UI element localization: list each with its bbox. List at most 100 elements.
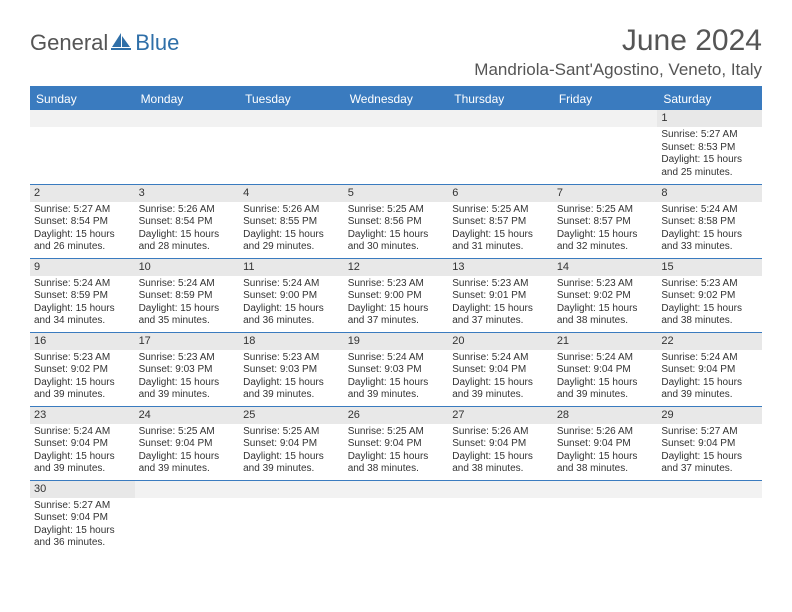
day-number <box>239 481 344 498</box>
day-header: Friday <box>553 87 658 110</box>
daylight-text: Daylight: 15 hours and 39 minutes. <box>452 377 549 402</box>
day-data: Sunrise: 5:26 AMSunset: 8:54 PMDaylight:… <box>135 202 240 258</box>
calendar-row: 9Sunrise: 5:24 AMSunset: 8:59 PMDaylight… <box>30 258 762 332</box>
day-data: Sunrise: 5:25 AMSunset: 9:04 PMDaylight:… <box>239 424 344 480</box>
daylight-text: Daylight: 15 hours and 32 minutes. <box>557 229 654 254</box>
sunset-text: Sunset: 9:04 PM <box>661 438 758 451</box>
day-number: 10 <box>135 259 240 276</box>
day-data: Sunrise: 5:25 AMSunset: 9:04 PMDaylight:… <box>344 424 449 480</box>
day-data: Sunrise: 5:24 AMSunset: 8:59 PMDaylight:… <box>135 276 240 332</box>
day-number: 17 <box>135 333 240 350</box>
day-number <box>239 110 344 127</box>
sunset-text: Sunset: 8:57 PM <box>452 216 549 229</box>
sunrise-text: Sunrise: 5:27 AM <box>34 500 131 513</box>
location: Mandriola-Sant'Agostino, Veneto, Italy <box>474 60 762 80</box>
sunset-text: Sunset: 9:04 PM <box>139 438 236 451</box>
day-number: 2 <box>30 185 135 202</box>
day-header: Sunday <box>30 87 135 110</box>
sunset-text: Sunset: 8:54 PM <box>139 216 236 229</box>
day-number: 26 <box>344 407 449 424</box>
sunrise-text: Sunrise: 5:25 AM <box>348 204 445 217</box>
calendar-cell: 22Sunrise: 5:24 AMSunset: 9:04 PMDayligh… <box>657 332 762 406</box>
day-data: Sunrise: 5:27 AMSunset: 9:04 PMDaylight:… <box>30 498 135 554</box>
day-number: 21 <box>553 333 658 350</box>
calendar-cell: 6Sunrise: 5:25 AMSunset: 8:57 PMDaylight… <box>448 184 553 258</box>
day-number: 30 <box>30 481 135 498</box>
day-data: Sunrise: 5:24 AMSunset: 9:00 PMDaylight:… <box>239 276 344 332</box>
daylight-text: Daylight: 15 hours and 30 minutes. <box>348 229 445 254</box>
calendar-cell: 8Sunrise: 5:24 AMSunset: 8:58 PMDaylight… <box>657 184 762 258</box>
calendar-cell: 2Sunrise: 5:27 AMSunset: 8:54 PMDaylight… <box>30 184 135 258</box>
sunrise-text: Sunrise: 5:23 AM <box>661 278 758 291</box>
sunset-text: Sunset: 9:03 PM <box>348 364 445 377</box>
calendar-cell: 9Sunrise: 5:24 AMSunset: 8:59 PMDaylight… <box>30 258 135 332</box>
day-data: Sunrise: 5:25 AMSunset: 8:57 PMDaylight:… <box>448 202 553 258</box>
calendar-row: 16Sunrise: 5:23 AMSunset: 9:02 PMDayligh… <box>30 332 762 406</box>
calendar-row: 2Sunrise: 5:27 AMSunset: 8:54 PMDaylight… <box>30 184 762 258</box>
daylight-text: Daylight: 15 hours and 37 minutes. <box>348 303 445 328</box>
daylight-text: Daylight: 15 hours and 39 minutes. <box>243 451 340 476</box>
day-header: Saturday <box>657 87 762 110</box>
daylight-text: Daylight: 15 hours and 39 minutes. <box>348 377 445 402</box>
day-number: 3 <box>135 185 240 202</box>
sunset-text: Sunset: 9:04 PM <box>452 438 549 451</box>
day-data: Sunrise: 5:23 AMSunset: 9:02 PMDaylight:… <box>30 350 135 406</box>
daylight-text: Daylight: 15 hours and 39 minutes. <box>557 377 654 402</box>
sunrise-text: Sunrise: 5:23 AM <box>557 278 654 291</box>
day-data: Sunrise: 5:27 AMSunset: 9:04 PMDaylight:… <box>657 424 762 480</box>
sunrise-text: Sunrise: 5:24 AM <box>243 278 340 291</box>
daylight-text: Daylight: 15 hours and 26 minutes. <box>34 229 131 254</box>
calendar-cell: 28Sunrise: 5:26 AMSunset: 9:04 PMDayligh… <box>553 406 658 480</box>
sunset-text: Sunset: 9:04 PM <box>661 364 758 377</box>
sunrise-text: Sunrise: 5:23 AM <box>243 352 340 365</box>
sunrise-text: Sunrise: 5:24 AM <box>557 352 654 365</box>
sunrise-text: Sunrise: 5:24 AM <box>661 352 758 365</box>
day-data: Sunrise: 5:25 AMSunset: 8:56 PMDaylight:… <box>344 202 449 258</box>
calendar-cell <box>553 480 658 554</box>
day-data: Sunrise: 5:27 AMSunset: 8:54 PMDaylight:… <box>30 202 135 258</box>
daylight-text: Daylight: 15 hours and 39 minutes. <box>34 451 131 476</box>
day-number <box>135 110 240 127</box>
sunrise-text: Sunrise: 5:23 AM <box>348 278 445 291</box>
sunrise-text: Sunrise: 5:26 AM <box>557 426 654 439</box>
sunset-text: Sunset: 9:02 PM <box>661 290 758 303</box>
logo: General Blue <box>30 30 179 56</box>
day-data: Sunrise: 5:26 AMSunset: 9:04 PMDaylight:… <box>448 424 553 480</box>
day-header: Tuesday <box>239 87 344 110</box>
day-data: Sunrise: 5:24 AMSunset: 9:04 PMDaylight:… <box>448 350 553 406</box>
day-data: Sunrise: 5:26 AMSunset: 9:04 PMDaylight:… <box>553 424 658 480</box>
sunrise-text: Sunrise: 5:27 AM <box>661 129 758 142</box>
daylight-text: Daylight: 15 hours and 37 minutes. <box>452 303 549 328</box>
sunset-text: Sunset: 9:02 PM <box>557 290 654 303</box>
calendar-cell: 14Sunrise: 5:23 AMSunset: 9:02 PMDayligh… <box>553 258 658 332</box>
day-number: 20 <box>448 333 553 350</box>
sunrise-text: Sunrise: 5:25 AM <box>243 426 340 439</box>
daylight-text: Daylight: 15 hours and 39 minutes. <box>139 377 236 402</box>
sunrise-text: Sunrise: 5:23 AM <box>139 352 236 365</box>
calendar-cell: 12Sunrise: 5:23 AMSunset: 9:00 PMDayligh… <box>344 258 449 332</box>
day-data: Sunrise: 5:24 AMSunset: 9:04 PMDaylight:… <box>553 350 658 406</box>
daylight-text: Daylight: 15 hours and 38 minutes. <box>452 451 549 476</box>
calendar-cell: 11Sunrise: 5:24 AMSunset: 9:00 PMDayligh… <box>239 258 344 332</box>
sunset-text: Sunset: 8:53 PM <box>661 142 758 155</box>
calendar-row: 1Sunrise: 5:27 AMSunset: 8:53 PMDaylight… <box>30 110 762 184</box>
calendar-cell <box>135 480 240 554</box>
day-number: 1 <box>657 110 762 127</box>
calendar-cell <box>239 110 344 184</box>
day-data: Sunrise: 5:24 AMSunset: 9:04 PMDaylight:… <box>30 424 135 480</box>
sunset-text: Sunset: 9:04 PM <box>557 438 654 451</box>
daylight-text: Daylight: 15 hours and 38 minutes. <box>661 303 758 328</box>
day-number: 18 <box>239 333 344 350</box>
day-number: 23 <box>30 407 135 424</box>
sunset-text: Sunset: 8:55 PM <box>243 216 340 229</box>
sunset-text: Sunset: 9:04 PM <box>348 438 445 451</box>
sunrise-text: Sunrise: 5:24 AM <box>34 426 131 439</box>
sunrise-text: Sunrise: 5:27 AM <box>661 426 758 439</box>
day-number: 8 <box>657 185 762 202</box>
sunset-text: Sunset: 9:01 PM <box>452 290 549 303</box>
calendar-cell <box>448 110 553 184</box>
day-number: 28 <box>553 407 658 424</box>
calendar-cell: 17Sunrise: 5:23 AMSunset: 9:03 PMDayligh… <box>135 332 240 406</box>
calendar-cell: 25Sunrise: 5:25 AMSunset: 9:04 PMDayligh… <box>239 406 344 480</box>
day-number: 13 <box>448 259 553 276</box>
